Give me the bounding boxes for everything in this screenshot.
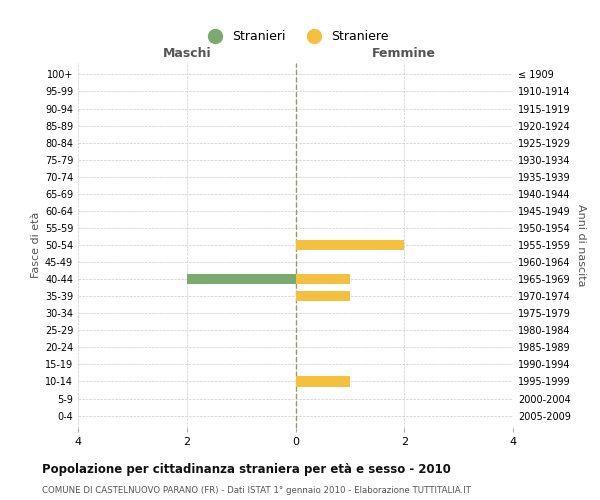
Text: COMUNE DI CASTELNUOVO PARANO (FR) - Dati ISTAT 1° gennaio 2010 - Elaborazione TU: COMUNE DI CASTELNUOVO PARANO (FR) - Dati… [42,486,471,495]
Y-axis label: Anni di nascita: Anni di nascita [576,204,586,286]
Text: Maschi: Maschi [163,47,211,60]
Bar [296,291,350,302]
Text: Femmine: Femmine [372,47,436,60]
Y-axis label: Fasce di età: Fasce di età [31,212,41,278]
Bar [296,240,404,250]
Bar [296,376,350,386]
Text: Popolazione per cittadinanza straniera per età e sesso - 2010: Popolazione per cittadinanza straniera p… [42,462,451,475]
Bar [187,274,296,284]
Bar [296,274,350,284]
Legend: Stranieri, Straniere: Stranieri, Straniere [197,25,394,48]
